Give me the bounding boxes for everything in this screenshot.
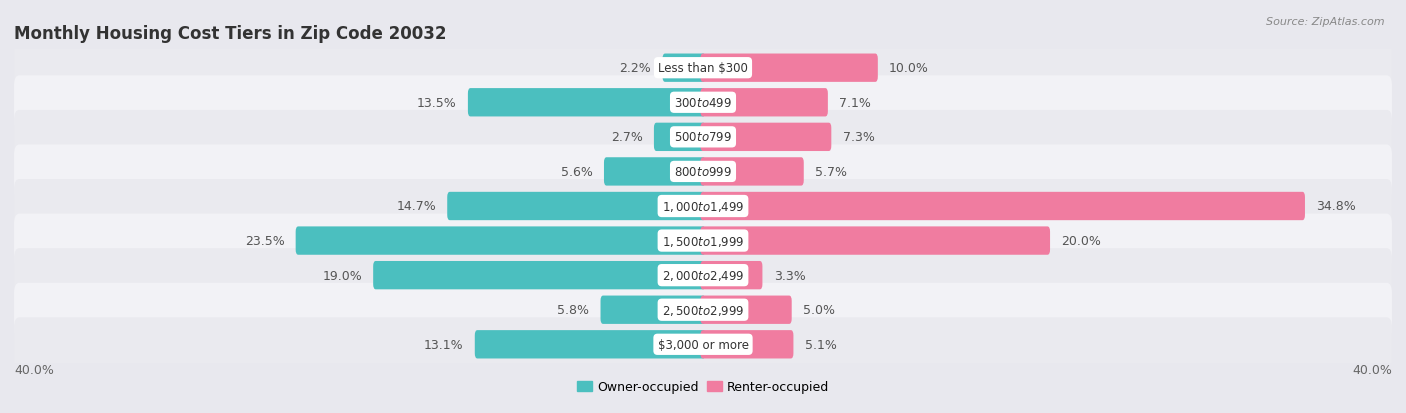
FancyBboxPatch shape xyxy=(654,123,706,152)
FancyBboxPatch shape xyxy=(14,214,1392,268)
Text: $500 to $799: $500 to $799 xyxy=(673,131,733,144)
Text: 5.7%: 5.7% xyxy=(815,166,846,178)
Text: 3.3%: 3.3% xyxy=(773,269,806,282)
Text: $800 to $999: $800 to $999 xyxy=(673,166,733,178)
FancyBboxPatch shape xyxy=(700,296,792,324)
FancyBboxPatch shape xyxy=(475,330,706,358)
Text: $1,000 to $1,499: $1,000 to $1,499 xyxy=(662,199,744,214)
Text: 14.7%: 14.7% xyxy=(396,200,436,213)
FancyBboxPatch shape xyxy=(700,261,762,290)
FancyBboxPatch shape xyxy=(295,227,706,255)
FancyBboxPatch shape xyxy=(14,145,1392,199)
FancyBboxPatch shape xyxy=(447,192,706,221)
Text: $2,500 to $2,999: $2,500 to $2,999 xyxy=(662,303,744,317)
FancyBboxPatch shape xyxy=(700,123,831,152)
Text: 20.0%: 20.0% xyxy=(1062,235,1101,247)
Text: 40.0%: 40.0% xyxy=(14,363,53,376)
Text: $3,000 or more: $3,000 or more xyxy=(658,338,748,351)
Text: $300 to $499: $300 to $499 xyxy=(673,97,733,109)
FancyBboxPatch shape xyxy=(700,89,828,117)
FancyBboxPatch shape xyxy=(14,111,1392,164)
Text: $1,500 to $1,999: $1,500 to $1,999 xyxy=(662,234,744,248)
Text: 40.0%: 40.0% xyxy=(1353,363,1392,376)
Text: 7.1%: 7.1% xyxy=(839,97,870,109)
FancyBboxPatch shape xyxy=(14,283,1392,337)
FancyBboxPatch shape xyxy=(700,55,877,83)
Text: 2.7%: 2.7% xyxy=(610,131,643,144)
FancyBboxPatch shape xyxy=(662,55,706,83)
FancyBboxPatch shape xyxy=(468,89,706,117)
FancyBboxPatch shape xyxy=(14,180,1392,233)
Text: Monthly Housing Cost Tiers in Zip Code 20032: Monthly Housing Cost Tiers in Zip Code 2… xyxy=(14,24,447,43)
FancyBboxPatch shape xyxy=(14,249,1392,302)
FancyBboxPatch shape xyxy=(700,227,1050,255)
Text: 5.8%: 5.8% xyxy=(557,304,589,316)
Text: 10.0%: 10.0% xyxy=(889,62,929,75)
Text: 7.3%: 7.3% xyxy=(842,131,875,144)
FancyBboxPatch shape xyxy=(600,296,706,324)
FancyBboxPatch shape xyxy=(605,158,706,186)
Text: 19.0%: 19.0% xyxy=(322,269,361,282)
Text: 5.0%: 5.0% xyxy=(803,304,835,316)
FancyBboxPatch shape xyxy=(14,318,1392,371)
FancyBboxPatch shape xyxy=(700,330,793,358)
FancyBboxPatch shape xyxy=(373,261,706,290)
Text: 2.2%: 2.2% xyxy=(620,62,651,75)
Text: 13.1%: 13.1% xyxy=(425,338,464,351)
Text: 23.5%: 23.5% xyxy=(245,235,284,247)
FancyBboxPatch shape xyxy=(14,76,1392,130)
Legend: Owner-occupied, Renter-occupied: Owner-occupied, Renter-occupied xyxy=(572,375,834,398)
FancyBboxPatch shape xyxy=(14,42,1392,95)
Text: Source: ZipAtlas.com: Source: ZipAtlas.com xyxy=(1267,17,1385,26)
Text: 5.6%: 5.6% xyxy=(561,166,593,178)
Text: 13.5%: 13.5% xyxy=(418,97,457,109)
Text: $2,000 to $2,499: $2,000 to $2,499 xyxy=(662,268,744,282)
FancyBboxPatch shape xyxy=(700,192,1305,221)
Text: 5.1%: 5.1% xyxy=(804,338,837,351)
FancyBboxPatch shape xyxy=(700,158,804,186)
Text: 34.8%: 34.8% xyxy=(1316,200,1355,213)
Text: Less than $300: Less than $300 xyxy=(658,62,748,75)
